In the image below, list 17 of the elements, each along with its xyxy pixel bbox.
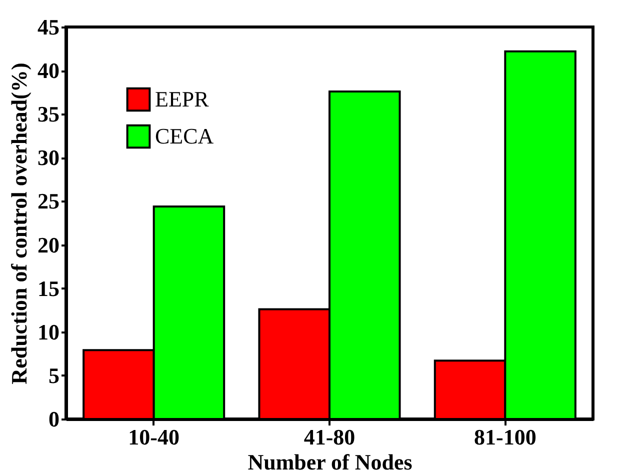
y-tick-label: 30 [38, 145, 60, 170]
legend-label: EEPR [155, 86, 210, 112]
y-tick-label: 10 [38, 319, 60, 344]
y-tick-label: 35 [38, 102, 60, 127]
y-tick-label: 0 [48, 406, 60, 432]
y-tick-label: 5 [48, 362, 60, 388]
legend-label: CECA [155, 124, 214, 148]
x-tick-label: 10-40 [128, 424, 180, 450]
y-tick-label: 15 [38, 276, 60, 301]
y-tick-label: 20 [38, 232, 60, 258]
y-axis-title: Reduction of control overhead(%) [6, 62, 32, 384]
y-tick-label: 25 [38, 188, 60, 214]
x-axis-title: Number of Nodes [248, 450, 413, 474]
y-tick-label: 45 [38, 14, 60, 40]
x-tick-label: 81-100 [474, 424, 536, 450]
x-tick-label: 41-80 [304, 424, 356, 450]
y-tick-label: 40 [38, 58, 60, 84]
